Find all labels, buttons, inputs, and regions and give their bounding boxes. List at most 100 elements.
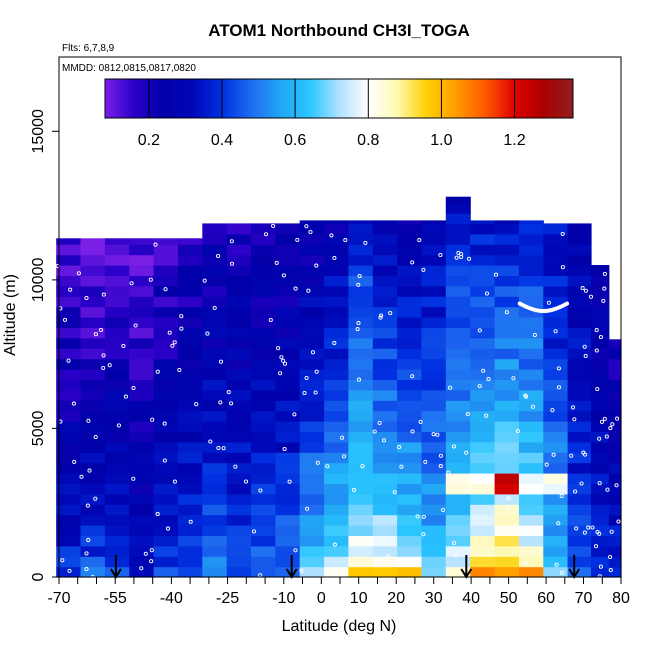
colorbar-segment — [473, 79, 477, 118]
heatmap-cell — [543, 410, 569, 422]
dates-label: MMDD: 0812,0815,0817,0820 — [62, 63, 196, 74]
measurement-point — [304, 224, 309, 229]
colorbar-segment — [271, 79, 276, 118]
heatmap-cell — [153, 238, 179, 245]
heatmap-cell — [226, 223, 252, 235]
heatmap-cell — [445, 337, 471, 349]
heatmap-cell — [153, 473, 179, 484]
heatmap-cell — [470, 473, 496, 484]
colorbar-segment — [482, 79, 486, 118]
colorbar-segment — [546, 79, 551, 118]
heatmap-cell — [518, 348, 544, 360]
heatmap-cell — [372, 275, 398, 287]
measurement-point — [597, 481, 602, 486]
heatmap-cell — [153, 400, 179, 412]
heatmap-cell — [275, 400, 301, 412]
measurement-point — [314, 263, 319, 268]
heatmap-cell — [470, 483, 496, 495]
heatmap-cell — [567, 514, 592, 526]
measurement-point — [556, 521, 561, 526]
heatmap-cell — [56, 410, 82, 422]
heatmap-cell — [518, 462, 544, 474]
colorbar-segment — [181, 79, 185, 118]
heatmap-cell — [543, 285, 569, 297]
heatmap-cell — [470, 493, 496, 505]
heatmap-cell — [397, 400, 423, 412]
heatmap-cell — [348, 389, 374, 401]
heatmap-cell — [445, 223, 471, 235]
x-axis-label: Latitude (deg N) — [282, 618, 397, 635]
heatmap-cell — [494, 337, 520, 349]
y-tick-label: 10000 — [30, 258, 47, 303]
measurement-point — [101, 353, 106, 358]
colorbar-segment — [286, 79, 290, 118]
heatmap-cell — [178, 462, 203, 474]
heatmap-cell — [608, 389, 622, 401]
heatmap-cell — [567, 337, 592, 349]
heatmap-cell — [80, 317, 106, 328]
heatmap-cell — [299, 244, 325, 256]
heatmap-cell — [421, 441, 447, 453]
colorbar-segment — [277, 79, 281, 118]
heatmap-cell — [129, 400, 155, 412]
colorbar-segment — [327, 79, 331, 118]
heatmap-cell — [397, 223, 423, 235]
measurement-point — [308, 229, 313, 235]
heatmap-cell — [202, 473, 228, 484]
measurement-point — [602, 416, 607, 421]
colorbar-segment — [447, 79, 451, 118]
colorbar-segment — [163, 79, 167, 118]
heatmap-cell — [324, 233, 350, 245]
measurement-point — [116, 423, 121, 428]
heatmap-cell — [153, 265, 179, 276]
colorbar-segment — [260, 79, 264, 118]
heatmap-cell — [202, 223, 228, 235]
heatmap-cell — [543, 452, 569, 464]
colorbar-segment — [570, 79, 574, 118]
heatmap-cell — [421, 452, 447, 464]
measurement-point — [588, 294, 594, 299]
measurement-point — [281, 358, 286, 363]
heatmap-cell — [104, 254, 130, 266]
heatmap-cell — [445, 202, 471, 214]
heatmap-cell — [591, 525, 610, 536]
heatmap-cell — [445, 400, 471, 412]
measurement-point — [62, 317, 68, 322]
heatmap-cell — [494, 327, 520, 339]
heatmap-cell — [348, 410, 374, 422]
measurement-point — [343, 238, 348, 243]
colorbar-segment — [470, 79, 475, 118]
heatmap-cell — [494, 233, 520, 245]
heatmap-cell — [494, 317, 520, 328]
heatmap-cell — [324, 317, 350, 328]
measurement-point — [218, 400, 223, 405]
heatmap-cell — [567, 358, 592, 370]
heatmap-cell — [591, 514, 610, 526]
heatmap-cell — [518, 327, 544, 339]
heatmap-cell — [543, 389, 569, 401]
heatmap-cell — [80, 348, 106, 360]
heatmap-cell — [251, 483, 276, 495]
measurement-point — [258, 488, 263, 493]
measurement-point — [325, 464, 330, 469]
measurement-point — [493, 272, 499, 277]
measurement-point — [397, 445, 402, 450]
measurement-point — [451, 444, 457, 449]
heatmap-cell — [397, 473, 423, 484]
measurement-point — [229, 239, 234, 244]
colorbar-segment — [426, 79, 431, 118]
heatmap-cell — [104, 441, 130, 453]
heatmap-cell — [543, 244, 569, 256]
colorbar-segment — [274, 79, 279, 118]
heatmap-cell — [56, 327, 82, 339]
heatmap-cell — [445, 317, 471, 328]
heatmap-cell — [445, 410, 471, 422]
measurement-point — [131, 385, 136, 391]
measurement-point — [438, 464, 443, 469]
heatmap-cell — [80, 337, 106, 349]
heatmap-cell — [129, 525, 155, 536]
colorbar-segment — [353, 79, 358, 118]
heatmap-cell — [445, 525, 471, 536]
heatmap-cell — [372, 254, 398, 266]
colorbar-segment — [154, 79, 159, 118]
